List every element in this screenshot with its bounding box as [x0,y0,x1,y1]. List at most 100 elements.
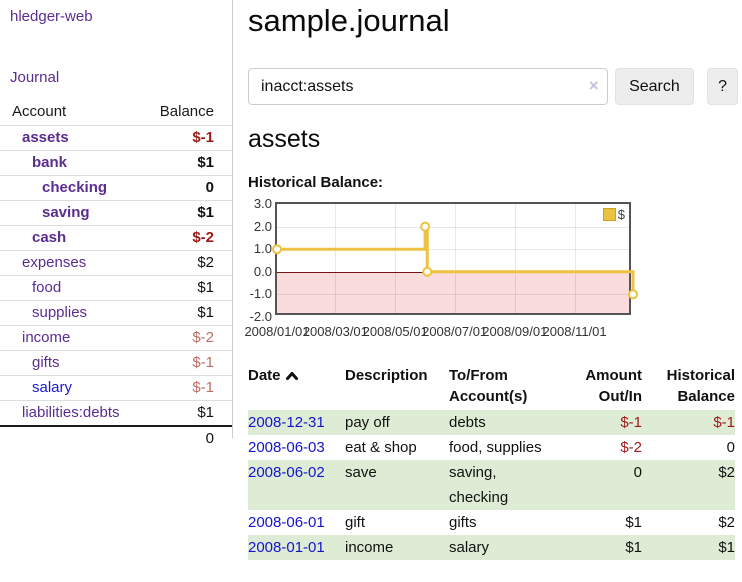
description-cell: gift [345,514,366,531]
account-balance: $-1 [192,129,214,146]
legend-swatch [602,208,616,221]
account-link[interactable]: gifts [32,354,60,371]
x-axis-tick-label: 2008/03/01 [302,324,368,339]
chart-gridline [574,204,576,313]
transaction-date-link[interactable]: 2008-01-01 [248,539,325,556]
chart-data-point [628,289,638,300]
main-content: sample.journal × Search ? assets Histori… [244,0,738,560]
chart-gridline [277,249,629,251]
amount-cell: $-2 [620,439,642,456]
date-cell: 2008-06-01 [248,510,345,535]
sort-chevron-up-icon[interactable] [285,366,299,387]
search-button[interactable]: Search [614,68,695,105]
x-axis-tick-label: 2008/11/01 [542,324,607,339]
account-link[interactable]: salary [32,379,73,396]
description-cell: eat & shop [345,439,417,456]
chart-data-point [422,266,433,277]
transaction-date-link[interactable]: 2008-06-01 [248,514,325,531]
account-row-checking: checking 0 [0,175,232,200]
accounts-table-header: Account Balance [0,100,232,125]
chart-line [277,225,635,295]
y-axis-tick-label: 2.0 [253,218,272,234]
account-row-food: food $1 [0,275,232,300]
account-balance: $1 [197,304,214,321]
balance-cell: $1 [642,535,735,560]
legend-label: $ [617,207,625,222]
register-table: Date Description To/From Account(s) Amount Ou… [248,363,735,560]
register-header-date[interactable]: Date [248,363,345,410]
chart-heading: Historical Balance: [248,174,384,191]
chart-series-svg [272,221,638,300]
search-bar: × Search ? [248,68,738,105]
x-axis-tick-label: 2008/09/01 [482,324,548,339]
account-balance: $1 [197,404,214,421]
account-link[interactable]: food [32,279,62,296]
chart-gridline [454,204,456,313]
chart-legend: $ [602,207,625,222]
chart-gridline [335,204,337,313]
balance-cell: $2 [642,460,735,510]
account-link[interactable]: assets [22,129,69,146]
account-link[interactable]: supplies [32,304,88,321]
transaction-date-link[interactable]: 2008-06-03 [248,439,325,456]
chart-gridline [277,226,629,228]
register-header-amount-out-in: Amount Out/In [585,367,642,405]
amount-cell: 0 [548,460,642,510]
x-axis-tick-label: 2008/05/01 [362,324,428,339]
account-balance: $-1 [192,354,214,371]
account-link[interactable]: income [22,329,71,346]
help-button[interactable]: ? [707,68,738,105]
accounts-header-balance: Balance [159,103,214,120]
sidebar: hledger-web Journal Account Balance asse… [0,0,233,447]
amount-cell: $1 [625,514,642,531]
accounts-total: 0 [0,425,232,451]
accounts-cell: salary [449,535,548,560]
account-link[interactable]: liabilities:debts [22,404,120,421]
transaction-date-link[interactable]: 2008-12-31 [248,414,325,431]
account-link[interactable]: expenses [22,254,87,271]
account-balance: $-2 [192,229,214,246]
account-row-cash: cash $-2 [0,225,232,250]
account-row-supplies: supplies $1 [0,300,232,325]
journal-link[interactable]: Journal [10,69,60,86]
account-balance: $1 [197,279,214,296]
balance-cell: $-1 [642,410,735,435]
account-row-expenses: expenses $2 [0,250,232,275]
register-header-to-from-account-s-: To/From Account(s) [449,367,528,405]
transaction-date-link[interactable]: 2008-06-02 [248,464,325,481]
app-title-link[interactable]: hledger-web [10,8,93,25]
accounts-list: assets $-1 bank $1 checking 0 saving $1 cash $-2 e… [0,125,232,425]
account-row-salary: salary $-1 [0,375,232,400]
account-row-bank: bank $1 [0,150,232,175]
account-balance: 0 [205,179,214,196]
amount-cell: $1 [548,535,642,560]
account-link[interactable]: bank [32,154,68,171]
date-cell: 2008-12-31 [248,410,345,435]
y-axis-tick-label: 1.0 [253,241,272,257]
account-link[interactable]: checking [42,179,108,196]
register-table-head: Date Description To/From Account(s) Amount Ou… [248,363,735,410]
balance-cell: $2 [718,514,735,531]
table-row: 2008-06-01 gift gifts $1 $2 [248,510,735,535]
account-row-income: income $-2 [0,325,232,350]
account-balance: $1 [197,154,214,171]
search-input[interactable] [248,68,608,105]
chart-data-point [272,244,282,255]
y-axis-tick-label: 0.0 [253,263,272,279]
amount-cell: $-1 [548,410,642,435]
account-row-assets: assets $-1 [0,125,232,150]
account-link[interactable]: saving [42,204,90,221]
clear-search-icon[interactable]: × [588,76,599,95]
chart-gridline [277,294,629,296]
account-row-liabilities-debts: liabilities:debts $1 [0,400,232,425]
account-heading: assets [248,125,321,153]
x-axis-tick-label: 2008/01/01 [244,324,310,339]
chart-gridline [514,204,516,313]
date-cell: 2008-06-02 [248,460,345,510]
account-link[interactable]: cash [32,229,67,246]
date-cell: 2008-01-01 [248,535,345,560]
accounts-cell: debts [449,410,548,435]
y-axis-tick-label: 3.0 [253,196,272,211]
accounts-cell: food, supplies [449,439,542,456]
chart-negative-region [277,271,629,313]
